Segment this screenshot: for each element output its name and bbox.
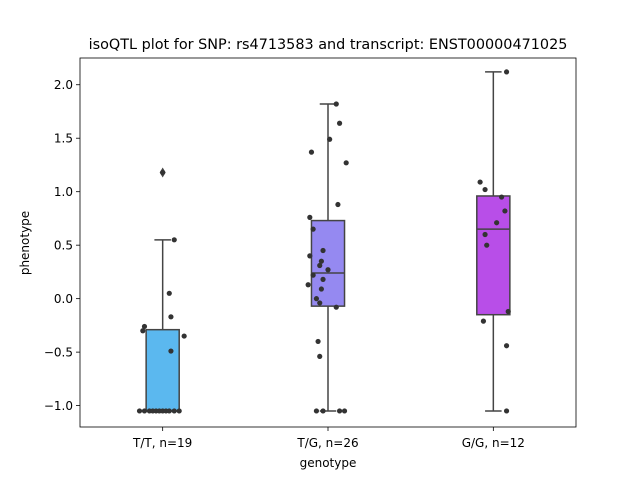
x-axis: T/T, n=19 T/G, n=26 G/G, n=12 — [132, 427, 525, 450]
data-point — [477, 179, 483, 185]
box-iqr — [310, 219, 346, 307]
y-tick-label: 0.5 — [54, 239, 73, 253]
data-point — [494, 220, 500, 226]
data-point — [171, 408, 177, 414]
box-iqr — [145, 328, 180, 412]
y-axis-label: phenotype — [18, 211, 32, 275]
data-point — [333, 304, 339, 310]
chart-title: isoQTL plot for SNP: rs4713583 and trans… — [89, 37, 568, 53]
x-tick-label: T/G, n=26 — [296, 436, 358, 450]
data-point — [325, 267, 331, 273]
data-point — [313, 296, 320, 302]
y-tick-label: 1.5 — [54, 132, 73, 146]
data-point — [176, 408, 182, 414]
data-point — [341, 408, 348, 414]
data-point — [168, 314, 174, 320]
data-point — [484, 242, 490, 248]
plot-frame — [79, 57, 577, 428]
data-point — [482, 186, 488, 193]
y-tick-label: −0.5 — [44, 346, 73, 360]
data-point — [317, 262, 323, 269]
box-iqr — [476, 195, 511, 316]
data-point — [320, 247, 326, 254]
data-point — [317, 353, 323, 360]
data-point — [318, 258, 324, 264]
y-axis: −1.0 −0.5 0.0 0.5 1.0 1.5 2.0 — [44, 78, 80, 413]
data-point — [310, 226, 316, 232]
x-tick-label: T/T, n=19 — [132, 436, 192, 450]
data-point — [482, 231, 488, 238]
data-point — [505, 308, 511, 315]
data-point — [320, 408, 326, 414]
data-point — [171, 237, 177, 243]
data-point — [166, 408, 172, 414]
data-point — [318, 286, 324, 292]
data-point — [305, 282, 311, 288]
data-point — [181, 333, 187, 339]
y-tick-label: 1.0 — [54, 185, 73, 199]
y-tick-label: 0.0 — [54, 292, 73, 306]
data-point — [307, 214, 313, 220]
data-point — [502, 208, 508, 214]
data-point — [166, 290, 172, 296]
data-point — [336, 120, 343, 126]
y-tick-label: 2.0 — [54, 78, 73, 92]
data-point — [343, 160, 349, 166]
data-point — [503, 408, 510, 414]
data-point — [320, 276, 326, 282]
data-point — [307, 253, 313, 259]
data-point — [168, 348, 174, 354]
data-point — [308, 149, 315, 155]
data-point — [136, 408, 143, 414]
data-point — [141, 408, 148, 414]
data-point — [310, 272, 316, 278]
data-point — [140, 328, 146, 334]
data-point — [327, 136, 333, 142]
data-point — [480, 318, 487, 324]
data-point — [160, 169, 166, 176]
points-layer — [136, 69, 511, 414]
data-point — [503, 69, 510, 75]
x-axis-label: genotype — [300, 456, 357, 470]
data-point — [499, 194, 505, 200]
data-point — [333, 101, 339, 107]
data-point — [313, 408, 320, 414]
data-point — [503, 343, 510, 349]
data-point — [317, 300, 323, 306]
y-tick-label: −1.0 — [44, 399, 73, 413]
data-point — [335, 201, 341, 208]
data-point — [336, 408, 343, 414]
data-point — [141, 323, 148, 330]
data-point — [315, 338, 321, 345]
x-tick-label: G/G, n=12 — [462, 436, 525, 450]
